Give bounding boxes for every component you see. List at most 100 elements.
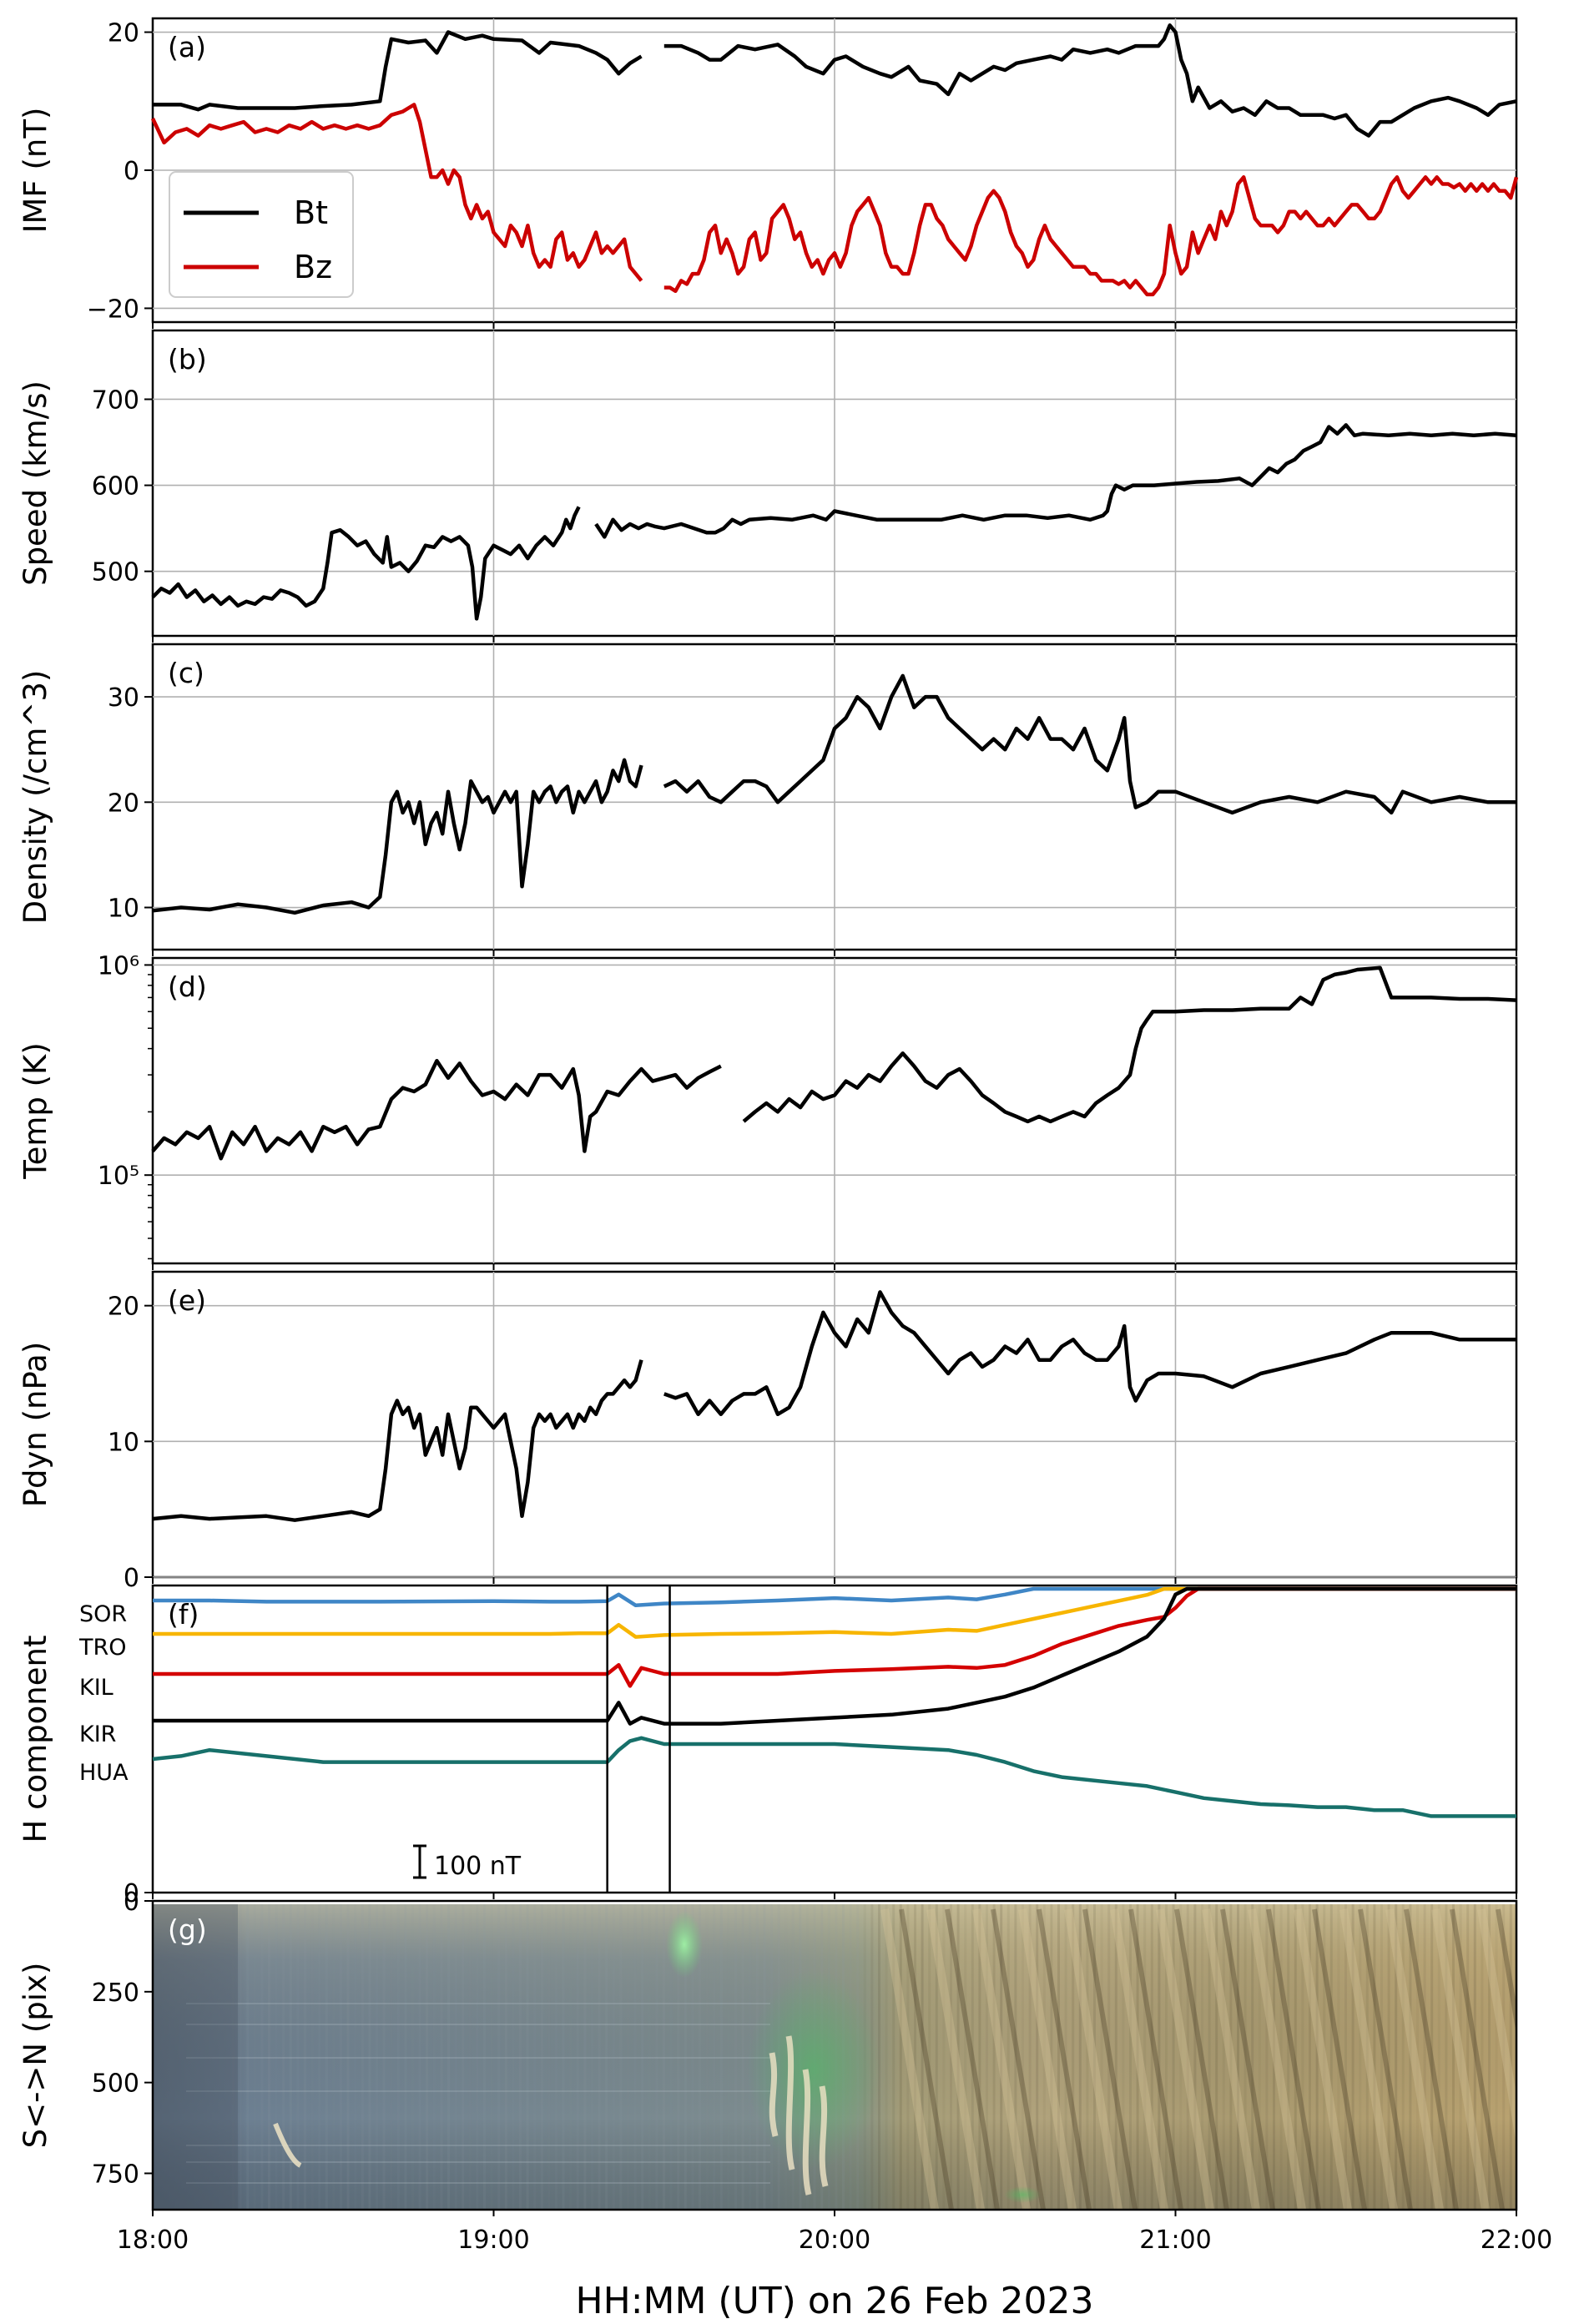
keogram-streak [547, 1904, 551, 2210]
panel-label: (c) [168, 657, 204, 689]
aurora-green-spot [1004, 2186, 1041, 2203]
keogram-streak [1165, 1904, 1168, 2210]
keogram-streak [476, 1904, 479, 2210]
keogram-arc [1018, 1908, 1077, 2210]
keogram-streak [1107, 1904, 1111, 2210]
station-label-TRO: TRO [78, 1635, 127, 1661]
keogram-streak [1014, 1904, 1017, 2210]
keogram-streak [971, 1904, 974, 2210]
panel-d: 10⁵ 10⁶ Temp (K) (d) [18, 951, 1518, 1270]
keogram-streak [1258, 1904, 1261, 2210]
keogram-streak [260, 1904, 264, 2210]
keogram-streak [289, 1904, 292, 2210]
keogram-line [186, 2090, 770, 2092]
keogram-line [186, 2057, 770, 2059]
keogram-streak [598, 1904, 601, 2210]
keogram-arc [972, 1908, 1031, 2210]
keogram-streak [684, 1904, 687, 2210]
panel-label: (a) [168, 31, 206, 63]
keogram-streak [576, 1904, 579, 2210]
panel-c: 10 20 30 Density (/cm^3) (c) [18, 643, 1518, 956]
keogram-streak [1251, 1904, 1254, 2210]
aurora-green-patch [666, 1911, 703, 1978]
keogram-streak [1430, 1904, 1434, 2210]
keogram-streak [253, 1904, 256, 2210]
keogram-streak [1215, 1904, 1218, 2210]
keogram-streak [1488, 1904, 1491, 2210]
keogram-arc [1385, 1908, 1444, 2210]
keogram-streak [605, 1904, 608, 2210]
keogram-streak [1222, 1904, 1225, 2210]
panel-e: 0 10 20 Pdyn (nPa) (e) [18, 1270, 1518, 1593]
y-tick-label: 750 [92, 2160, 139, 2189]
keogram-streak [310, 1904, 314, 2210]
keogram-streak [892, 1904, 895, 2210]
y-axis-label: H component [18, 1636, 53, 1843]
keogram-streak [275, 1904, 278, 2210]
keogram-streak [1229, 1904, 1233, 2210]
keogram-streak [1022, 1904, 1024, 2210]
series-line-Bt [663, 23, 1517, 138]
series-line-value [594, 423, 1517, 539]
keogram-streak [1129, 1904, 1132, 2210]
keogram-image [153, 1904, 1516, 2210]
keogram-streak [1409, 1904, 1412, 2210]
keogram-streak [390, 1904, 393, 2210]
keogram-line [186, 2145, 770, 2146]
keogram-streak [1279, 1904, 1283, 2210]
y-tick-label: 20 [108, 789, 139, 818]
keogram-streak [1373, 1904, 1376, 2210]
series-line-value [151, 1058, 722, 1161]
keogram-streak [1136, 1904, 1139, 2210]
keogram-arc-dark [945, 1908, 1000, 2210]
keogram-streak [411, 1904, 414, 2210]
y-tick-label: 700 [92, 386, 139, 415]
keogram-streak [382, 1904, 386, 2210]
keogram-streak [1114, 1904, 1117, 2210]
y-axis-label: Speed (km/s) [18, 381, 53, 586]
keogram-streak [1395, 1904, 1398, 2210]
keogram-streak [627, 1904, 629, 2210]
y-tick-label: 600 [92, 472, 139, 502]
keogram-line [186, 2161, 770, 2163]
keogram-streak [1028, 1904, 1032, 2210]
y-tick-label: 250 [92, 1979, 139, 2008]
keogram-streak [1445, 1904, 1448, 2210]
y-tick-label: 10⁶ [98, 951, 139, 981]
keogram-streak [447, 1904, 450, 2210]
keogram-streak [497, 1904, 501, 2210]
keogram-streak [1036, 1904, 1039, 2210]
keogram-streak [396, 1904, 400, 2210]
keogram-streak [1423, 1904, 1426, 2210]
keogram-streak [921, 1904, 924, 2210]
keogram-streak [1150, 1904, 1153, 2210]
keogram-streak [633, 1904, 637, 2210]
keogram-streak [1050, 1904, 1053, 2210]
keogram-streak [669, 1904, 673, 2210]
y-tick-label: 0 [124, 1564, 139, 1593]
keogram-streak [677, 1904, 680, 2210]
station-label-KIR: KIR [79, 1722, 116, 1747]
keogram-streak [332, 1904, 335, 2210]
keogram-streak [914, 1904, 916, 2210]
keogram-streak [1078, 1904, 1082, 2210]
y-tick-label: 0 [124, 1888, 139, 1917]
keogram-streak [1329, 1904, 1333, 2210]
keogram-arc [1477, 1908, 1516, 2145]
keogram-streak [1359, 1904, 1362, 2210]
station-label-SOR: SOR [79, 1601, 127, 1627]
keogram-streak [1287, 1904, 1290, 2210]
keogram-streak [325, 1904, 328, 2210]
keogram-streak [1509, 1904, 1512, 2210]
keogram-streak [361, 1904, 364, 2210]
keogram-arc [880, 1908, 939, 2210]
aurora-curtain [819, 2085, 829, 2187]
series-line-value [742, 965, 1517, 1124]
keogram-streak [956, 1904, 960, 2210]
keogram-arc-dark [1312, 1908, 1367, 2210]
keogram-streak [1301, 1904, 1304, 2210]
keogram-arc [1431, 1908, 1490, 2210]
keogram-streak [1452, 1904, 1455, 2210]
keogram-streak [569, 1904, 573, 2210]
keogram-streak [1193, 1904, 1197, 2210]
